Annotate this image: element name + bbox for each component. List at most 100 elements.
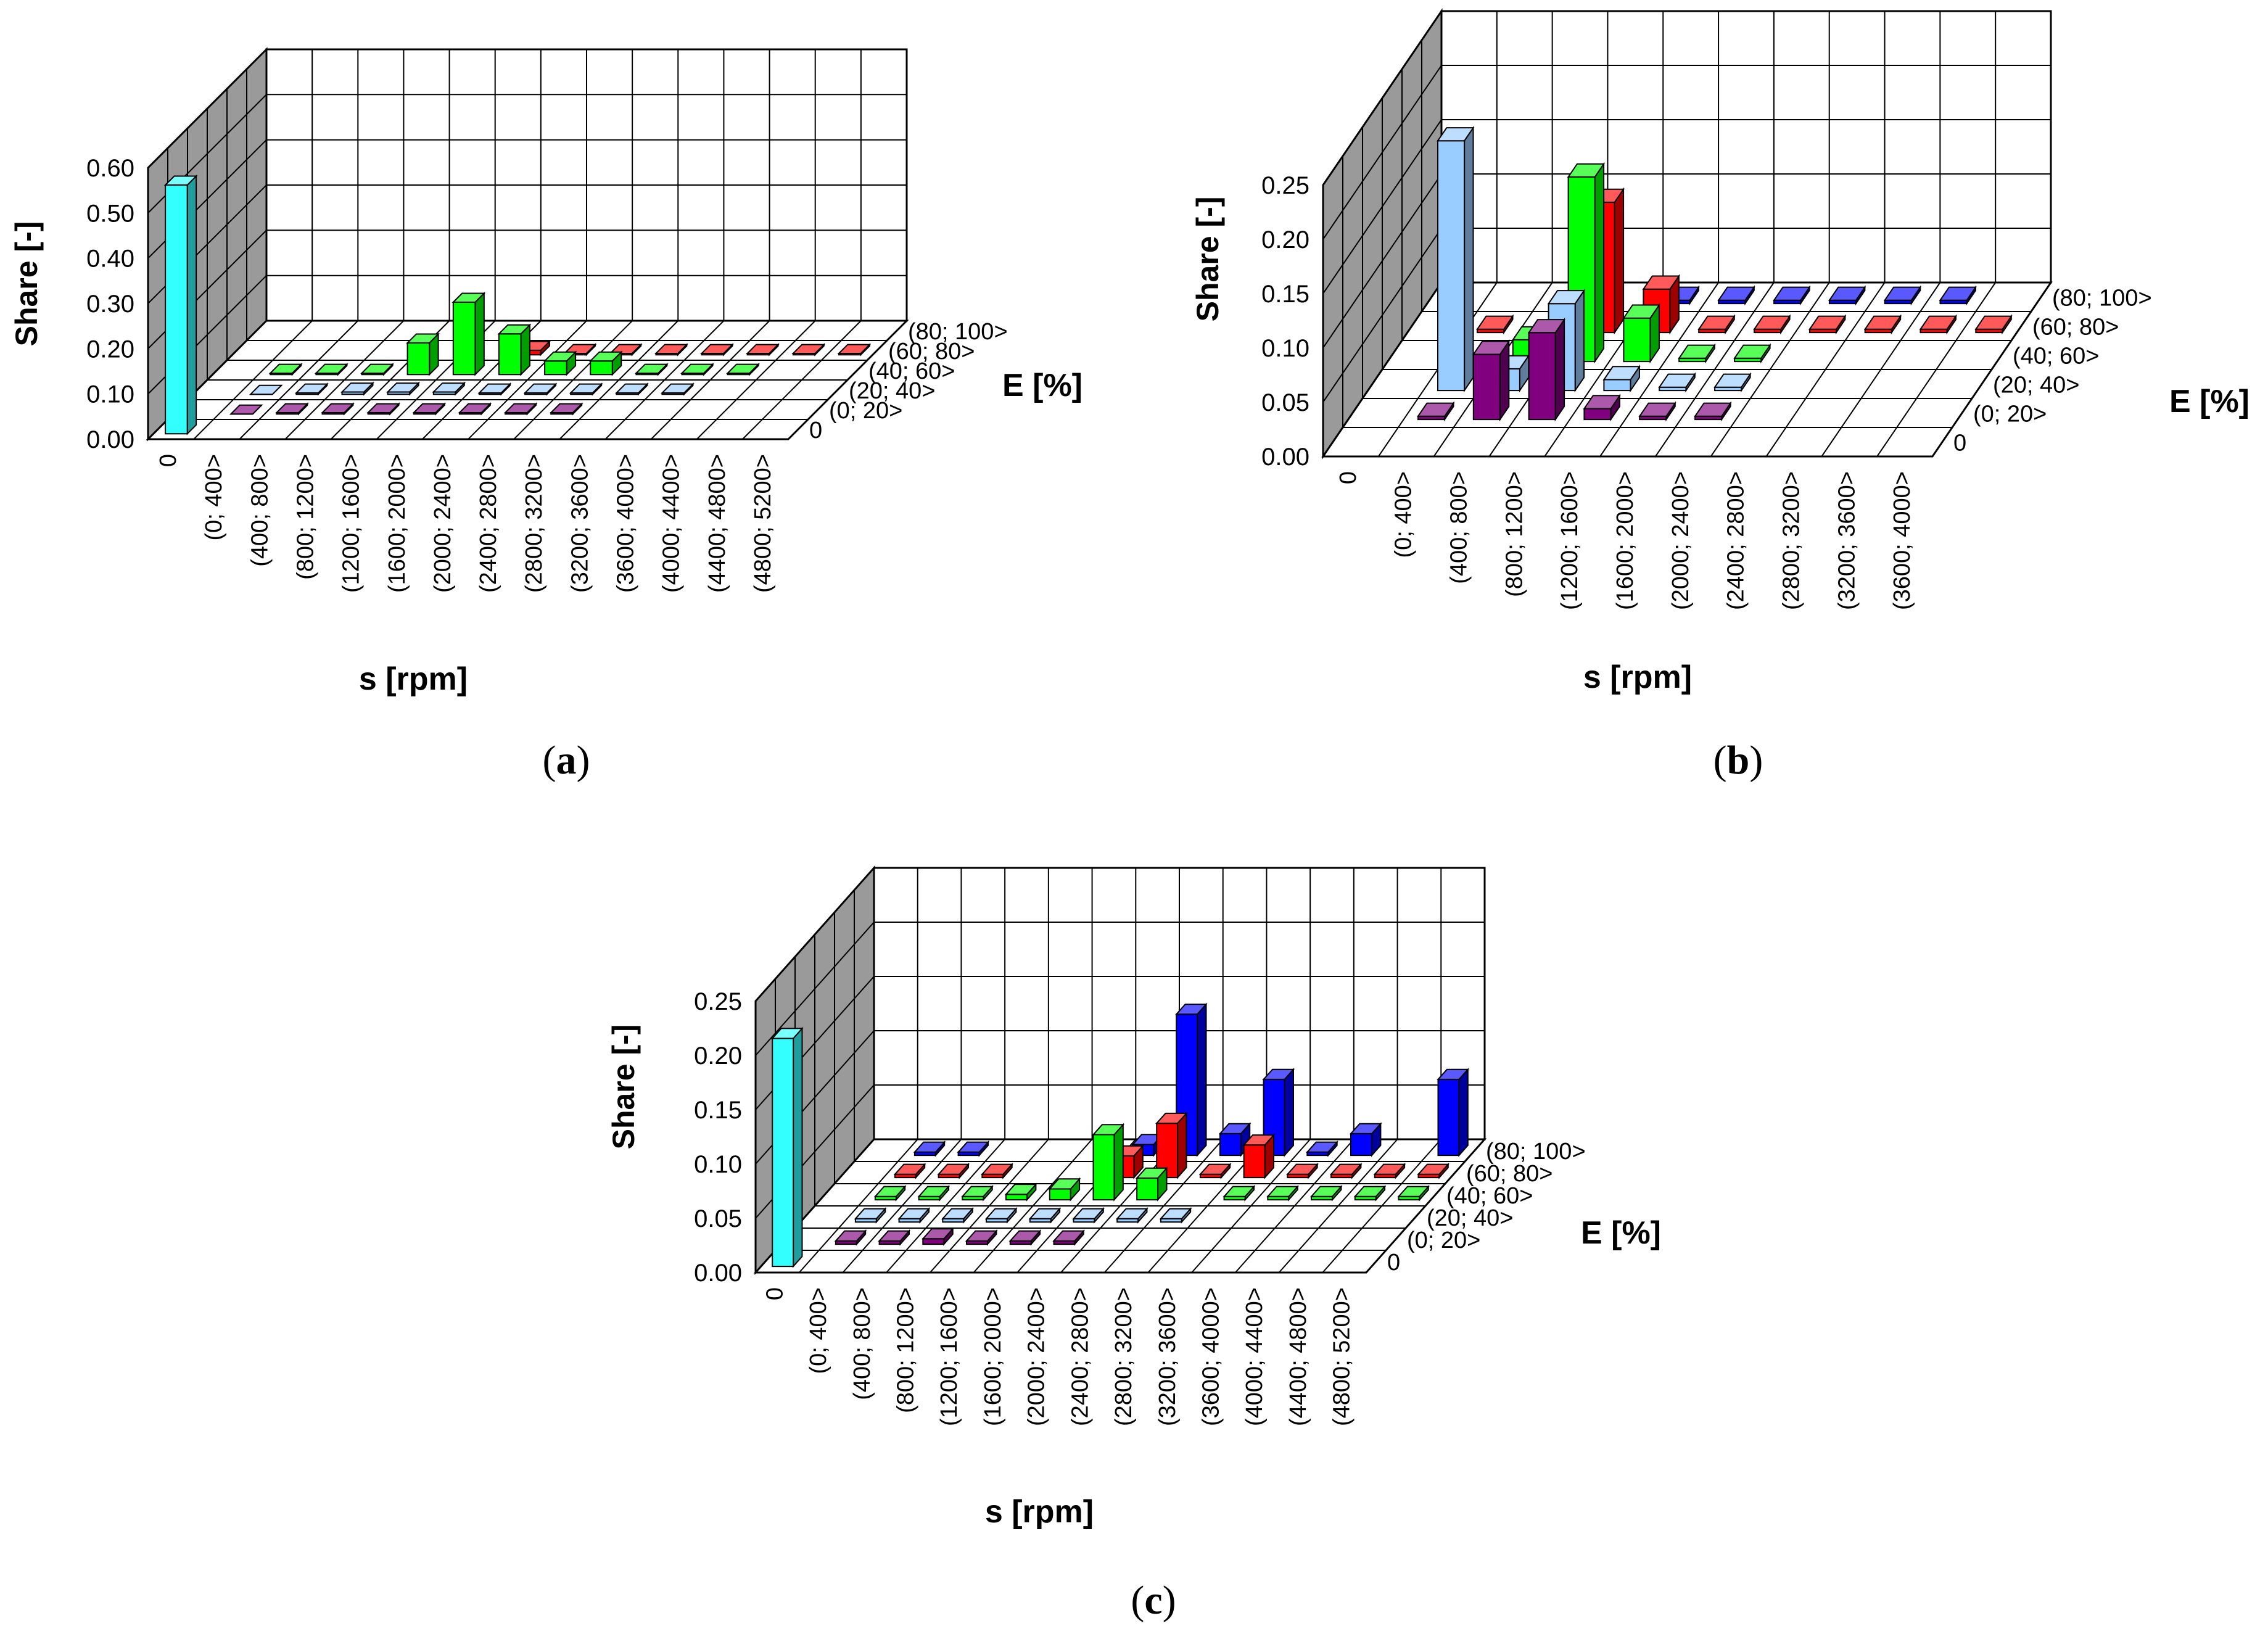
bar [1155, 1112, 1188, 1179]
bar-top [1092, 1124, 1125, 1136]
bar [1072, 1207, 1105, 1224]
bar-top [1135, 1167, 1168, 1179]
x-tick-label: (0; 400> [1391, 471, 1417, 558]
bar-top [497, 324, 532, 335]
depth-tick-label: (0; 20> [1973, 402, 2047, 427]
bar-top [1694, 402, 1732, 417]
bar-front [1092, 1134, 1115, 1201]
bar-side [1614, 187, 1625, 335]
x-axis-title: s [rpm] [359, 661, 468, 697]
bar-top [1773, 286, 1811, 301]
bar-top [274, 403, 309, 413]
bar-top [432, 382, 466, 393]
bar [432, 381, 466, 396]
bar-front [452, 301, 476, 376]
bar-side [1113, 1123, 1124, 1202]
y-axis-title: Share [-] [9, 221, 44, 347]
chart-panel-b: 0.00 0.05 0.10 0.15 0.20 0.25 Share [-] 0 (0; 40… [1190, 8, 2249, 695]
bar [1198, 1162, 1232, 1179]
bar [321, 402, 355, 416]
bar-front [1136, 1177, 1159, 1201]
chart-panel-c: 0.00 0.05 0.10 0.15 0.20 0.25 Share [-] 0 (0; 40… [606, 865, 1661, 1530]
bar [543, 350, 577, 376]
bar-top [1638, 402, 1676, 417]
bar [1373, 1162, 1406, 1179]
depth-tick-label: (0; 20> [1407, 1227, 1480, 1253]
bar [1808, 314, 1847, 335]
bar [965, 1229, 998, 1246]
bar [1417, 401, 1455, 422]
bar-top [563, 344, 597, 354]
bar-top [726, 363, 761, 374]
bar [1242, 1133, 1276, 1179]
bar-top [268, 363, 303, 374]
bar-top [614, 383, 649, 394]
bar [1602, 365, 1641, 393]
y-axis-title: Share [-] [606, 1025, 641, 1150]
bar-side [474, 292, 485, 376]
bar-zero [770, 1026, 804, 1268]
depth-tick-label: (20; 40> [1993, 373, 2080, 398]
bar [1694, 401, 1732, 422]
bar [1115, 1207, 1148, 1224]
bar-top [314, 363, 348, 374]
bar [1092, 1123, 1125, 1202]
x-tick-label: (0; 400> [201, 454, 227, 541]
bar-top [1242, 1134, 1276, 1146]
bar [634, 363, 669, 376]
bar-top [913, 1141, 946, 1153]
x-tick-label: (400; 800> [247, 454, 273, 567]
y-tick-label: 0.50 [86, 200, 134, 227]
bar-top [229, 404, 263, 415]
bar-top [1863, 315, 1902, 330]
panel-label-a: (a) [543, 738, 590, 783]
depth-axis-title: E [%] [1581, 1215, 1661, 1251]
bar [268, 363, 303, 376]
bar-top [937, 1163, 970, 1175]
bar-front [772, 1038, 794, 1268]
y-tick-label: 0.05 [1261, 389, 1309, 416]
bar [1223, 1184, 1256, 1202]
bar-front [1583, 408, 1612, 421]
bar [1476, 314, 1514, 335]
x-tick-label: (4400; 4800> [704, 454, 730, 593]
bar [1218, 1122, 1252, 1157]
depth-tick-label: (60; 80> [888, 339, 975, 365]
bar [614, 382, 649, 396]
bar-front [1437, 1078, 1460, 1157]
bar [1678, 343, 1716, 364]
bar-top [1397, 1186, 1430, 1197]
y-tick-label: 0.15 [1261, 281, 1309, 308]
bar [452, 292, 486, 376]
bar-side [1284, 1068, 1294, 1157]
bar [873, 1184, 907, 1202]
bar [1527, 317, 1565, 422]
x-tick-label: (2800; 3200> [521, 454, 547, 593]
depth-tick-label: (0; 20> [829, 398, 902, 424]
bar-front [1243, 1144, 1266, 1179]
x-tick-label: (2000; 2400> [1024, 1287, 1050, 1426]
bar-top [1048, 1178, 1081, 1190]
bar [360, 363, 394, 376]
bar-front [1049, 1188, 1071, 1201]
bar [746, 343, 780, 357]
panel-label-b: (b) [1713, 738, 1763, 783]
bars [1417, 125, 2013, 422]
bar-top [1174, 1004, 1208, 1015]
bar [1286, 1162, 1319, 1179]
bar-top [503, 403, 538, 413]
bar-top [897, 1208, 931, 1219]
bar [700, 343, 734, 357]
bars [163, 175, 872, 435]
bar [661, 382, 695, 396]
bar-side [1554, 317, 1565, 422]
y-tick-label: 0.10 [694, 1151, 742, 1178]
x-tick-label: (1200; 1600> [936, 1287, 962, 1426]
bar [854, 1207, 887, 1224]
bar [1753, 314, 1791, 335]
bar-top [746, 344, 780, 354]
bar-top [549, 403, 583, 413]
bar-top [1974, 315, 2013, 330]
bar-top [1008, 1230, 1042, 1242]
bar-front [498, 333, 522, 376]
